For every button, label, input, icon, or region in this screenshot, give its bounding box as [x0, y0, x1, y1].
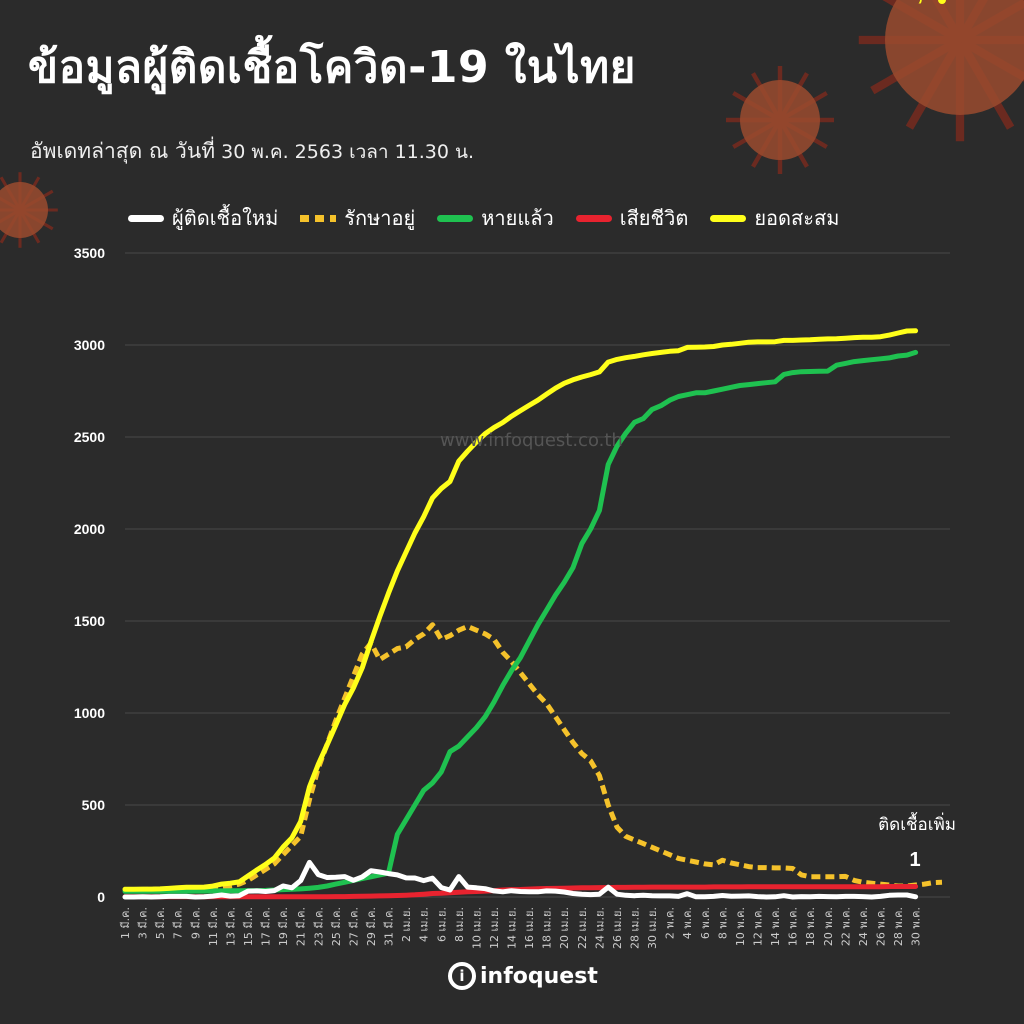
x-tick-label: 20 พ.ค. [822, 907, 835, 946]
x-tick-label: 31 มี.ค. [383, 907, 396, 946]
x-tick-label: 14 พ.ค. [769, 907, 782, 946]
logo-text: infoquest [480, 963, 598, 989]
x-tick-label: 28 เม.ย. [629, 907, 642, 949]
x-tick-label: 23 มี.ค. [312, 907, 325, 946]
x-tick-label: 4 เม.ย. [418, 907, 431, 942]
subtitle-prefix: อัพเดทล่าสุด ณ วันที่ [30, 139, 216, 163]
data-point [938, 0, 946, 4]
x-tick-label: 11 มี.ค. [207, 907, 220, 946]
x-tick-label: 5 มี.ค. [154, 907, 167, 939]
x-tick-label: 12 พ.ค. [752, 907, 765, 946]
update-subtitle: อัพเดทล่าสุด ณ วันที่ 30 พ.ค. 2563 เวลา … [30, 135, 474, 168]
x-tick-label: 10 พ.ค. [734, 907, 747, 946]
y-tick-label: 500 [82, 797, 106, 813]
y-tick-label: 2000 [74, 521, 105, 537]
virus-decoration-icon [726, 66, 834, 174]
x-tick-label: 18 เม.ย. [541, 907, 554, 949]
info-icon: i [448, 962, 476, 990]
data-label-cumulative: 3,077 [905, 0, 960, 5]
legend-swatch [437, 214, 474, 222]
x-tick-label: 28 พ.ค. [892, 907, 905, 946]
legend-label: ยอดสะสม [754, 206, 840, 230]
y-tick-label: 3000 [74, 337, 105, 353]
x-tick-label: 6 เม.ย. [435, 907, 448, 942]
y-tick-label: 2500 [74, 429, 105, 445]
legend-item-cumulative: ยอดสะสม [710, 202, 839, 234]
legend-label: เสียชีวิต [619, 206, 689, 230]
x-tick-label: 17 มี.ค. [260, 907, 273, 946]
legend-item-new-cases: ผู้ติดเชื้อใหม่ [128, 202, 278, 234]
infoquest-logo: i infoquest [448, 962, 598, 990]
x-tick-label: 1 มี.ค. [119, 907, 132, 939]
legend-swatch [710, 214, 747, 222]
series-line [125, 622, 943, 893]
x-tick-label: 7 มี.ค. [172, 907, 185, 939]
x-tick-label: 21 มี.ค. [295, 907, 308, 946]
legend-label: ผู้ติดเชื้อใหม่ [172, 206, 279, 230]
x-tick-label: 20 เม.ย. [558, 907, 571, 949]
page-title: ข้อมูลผู้ติดเชื้อโควิด-19 ในไทย [28, 42, 636, 93]
x-tick-label: 4 พ.ค. [681, 907, 694, 939]
series-line [122, 859, 919, 900]
x-tick-label: 22 เม.ย. [576, 907, 589, 949]
subtitle-date: 30 พ.ค. 2563 เวลา 11.30 น. [221, 141, 475, 163]
x-tick-label: 10 เม.ย. [470, 907, 483, 949]
x-tick-label: 16 พ.ค. [787, 907, 800, 946]
virus-decoration-icon [858, 0, 1024, 142]
x-tick-label: 13 มี.ค. [224, 907, 237, 946]
virus-decoration-icon [0, 172, 58, 248]
x-tick-label: 15 มี.ค. [242, 907, 255, 946]
legend-swatch [128, 214, 164, 222]
chart-legend: ผู้ติดเชื้อใหม่ รักษาอยู่ หายแล้ว เสียชี… [128, 202, 839, 234]
x-tick-label: 22 พ.ค. [839, 907, 852, 946]
y-tick-label: 1500 [74, 613, 105, 629]
legend-swatch [300, 214, 337, 222]
x-tick-label: 30 เม.ย. [646, 907, 659, 949]
x-tick-label: 8 พ.ค. [716, 907, 729, 939]
data-label-new-cases: 1 [909, 849, 920, 871]
x-tick-label: 8 เม.ย. [453, 907, 466, 942]
x-tick-label: 24 เม.ย. [593, 907, 606, 949]
x-tick-label: 2 พ.ค. [664, 907, 677, 939]
x-tick-label: 19 มี.ค. [277, 907, 290, 946]
series-line [122, 328, 919, 892]
x-tick-label: 26 พ.ค. [875, 907, 888, 946]
x-tick-label: 2 เม.ย. [400, 907, 413, 942]
legend-item-in-treatment: รักษาอยู่ [300, 202, 415, 234]
legend-label: หายแล้ว [481, 206, 554, 230]
x-tick-label: 30 พ.ค. [910, 907, 923, 946]
legend-item-recovered: หายแล้ว [437, 202, 554, 234]
x-tick-label: 25 มี.ค. [330, 907, 343, 946]
x-tick-label: 27 มี.ค. [347, 907, 360, 946]
y-tick-label: 1000 [74, 705, 105, 721]
legend-item-deaths: เสียชีวิต [575, 202, 689, 234]
x-tick-label: 29 มี.ค. [365, 907, 378, 946]
x-tick-label: 6 พ.ค. [699, 907, 712, 939]
y-tick-label: 3500 [74, 245, 105, 261]
x-tick-label: 14 เม.ย. [506, 907, 519, 949]
legend-swatch [575, 214, 612, 222]
annotation-new-cases-label: ติดเชื้อเพิ่ม [878, 812, 956, 835]
x-tick-label: 24 พ.ค. [857, 907, 870, 946]
x-tick-label: 18 พ.ค. [804, 907, 817, 946]
y-tick-label: 0 [97, 889, 105, 905]
watermark-text: www.infoquest.co.th [440, 430, 623, 451]
x-tick-label: 16 เม.ย. [523, 907, 536, 949]
x-tick-label: 26 เม.ย. [611, 907, 624, 949]
legend-label: รักษาอยู่ [344, 206, 416, 230]
x-tick-label: 3 มี.ค. [137, 907, 150, 939]
x-tick-label: 9 มี.ค. [189, 907, 202, 939]
x-tick-label: 12 เม.ย. [488, 907, 501, 949]
